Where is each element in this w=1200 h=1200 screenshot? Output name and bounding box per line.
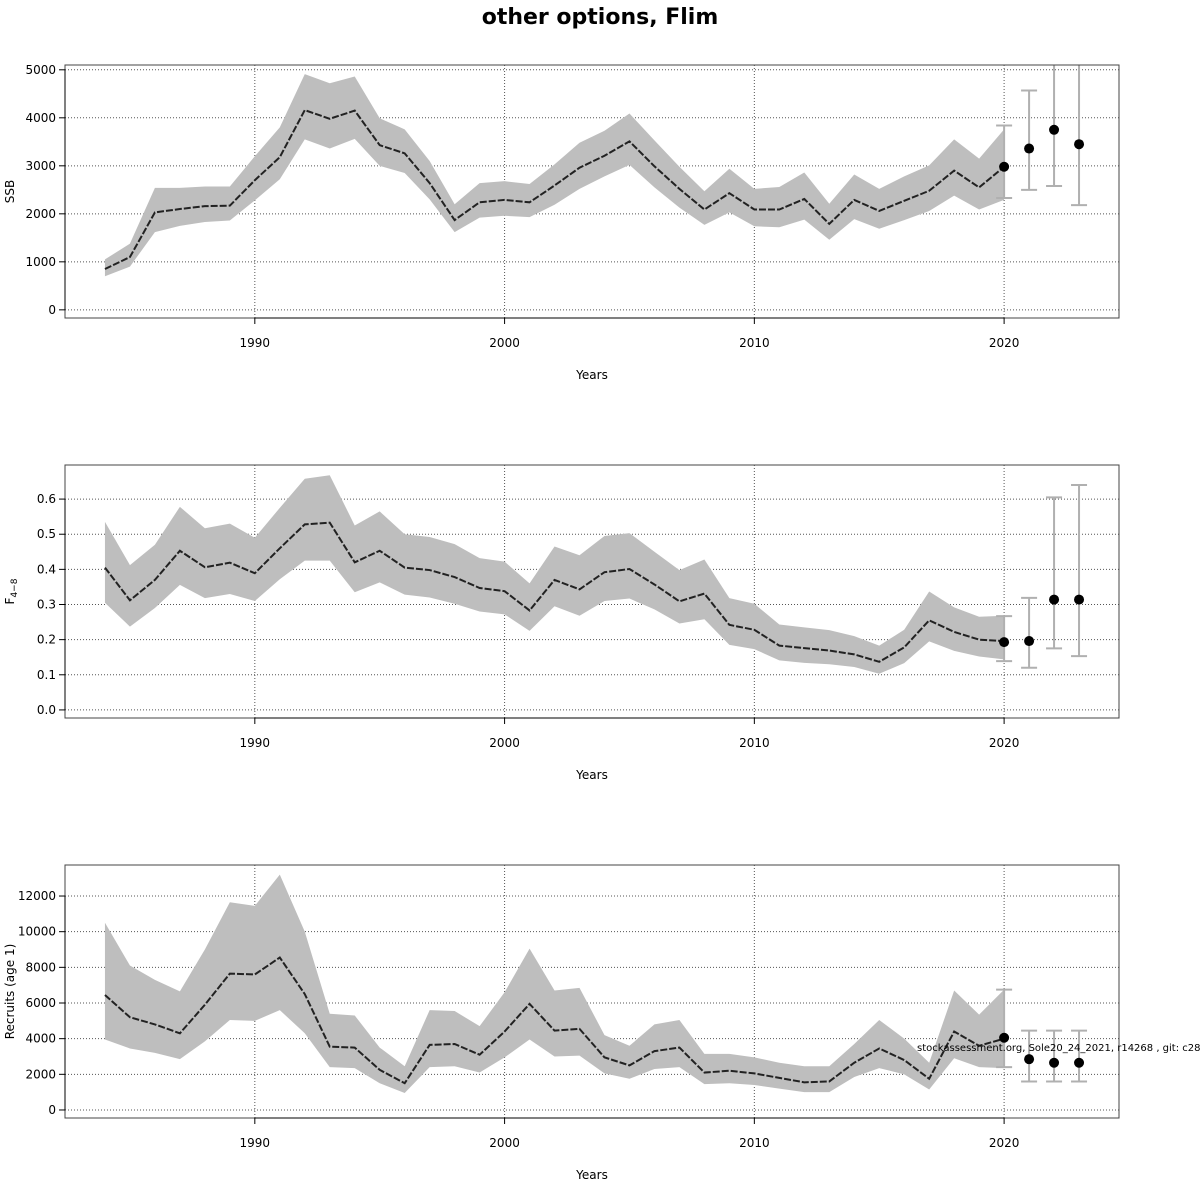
y-axis-label: SSB [3,180,17,203]
forecast-point [1049,1057,1060,1068]
y-tick-label: 5000 [25,63,56,77]
plot-area [104,65,1088,277]
forecast-point [1074,139,1085,150]
x-tick-label: 1990 [240,736,271,750]
y-axis-label: Recruits (age 1) [3,944,17,1040]
panel-3: 0 2000 4000 6000 8000 10000 12000 1990 2000 2010 2… [3,864,1120,1182]
x-tick-label: 2010 [739,336,770,350]
forecast-point [1024,636,1035,647]
x-axis-label: Years [575,368,608,382]
y-tick-label: 4000 [25,1032,56,1046]
x-axis-label: Years [575,768,608,782]
x-tick-label: 2000 [489,336,520,350]
forecast-point [1024,1054,1035,1065]
estimate-line [104,956,1005,1085]
x-tick-label: 2020 [989,736,1020,750]
forecast-point [1049,594,1060,605]
y-tick-label: 0 [48,1103,56,1117]
estimate-line [104,108,1005,270]
x-tick-label: 1990 [240,1136,271,1150]
y-tick-label: 0.6 [37,492,56,506]
panel-1: 0 1000 2000 3000 4000 5000 1990 2000 2010 2020 Yea… [3,63,1120,382]
confidence-band [104,74,1005,277]
y-tick-label: 0.5 [37,527,56,541]
x-axis-label: Years [575,1168,608,1182]
y-tick-label: 12000 [18,889,56,903]
x-tick-label: 2000 [489,1136,520,1150]
y-tick-label: 0.4 [37,562,56,576]
y-tick-label: 0.3 [37,598,56,612]
y-tick-label: 6000 [25,996,56,1010]
x-tick-label: 2000 [489,736,520,750]
plot-area [104,475,1088,674]
y-axis-label: F4−8 [3,578,20,604]
x-tick-label: 2020 [989,336,1020,350]
forecast-point [999,637,1010,648]
y-tick-label: 0 [48,303,56,317]
x-tick-label: 2010 [739,736,770,750]
panel-2: 0.0 0.1 0.2 0.3 0.4 0.5 0.6 1990 2000 2010 2020 Yea… [3,464,1120,782]
forecast-point [999,161,1010,172]
y-tick-label: 10000 [18,925,56,939]
forecast-point [1074,594,1085,605]
forecast-point [1024,143,1035,154]
y-tick-label: 0.0 [37,703,56,717]
plot-area [104,874,1088,1094]
forecast-point [1049,124,1060,135]
y-tick-label: 0.1 [37,668,56,682]
x-tick-label: 2010 [739,1136,770,1150]
y-tick-label: 2000 [25,1067,56,1081]
y-tick-label: 4000 [25,111,56,125]
forecast-point [999,1032,1010,1043]
y-tick-label: 8000 [25,960,56,974]
y-tick-label: 1000 [25,255,56,269]
forecast-point [1074,1057,1085,1068]
y-axis-label-subscript: 4−8 [10,578,20,597]
footnote: stockassessment.org, Sole20_24_2021, r14… [917,1043,1200,1054]
estimate-line [104,521,1005,663]
y-tick-label: 0.2 [37,633,56,647]
chart-title: other options, Flim [482,5,719,30]
confidence-band [104,874,1005,1094]
confidence-band [104,475,1005,674]
y-tick-label: 3000 [25,159,56,173]
x-tick-label: 1990 [240,336,271,350]
x-tick-label: 2020 [989,1136,1020,1150]
y-tick-label: 2000 [25,207,56,221]
